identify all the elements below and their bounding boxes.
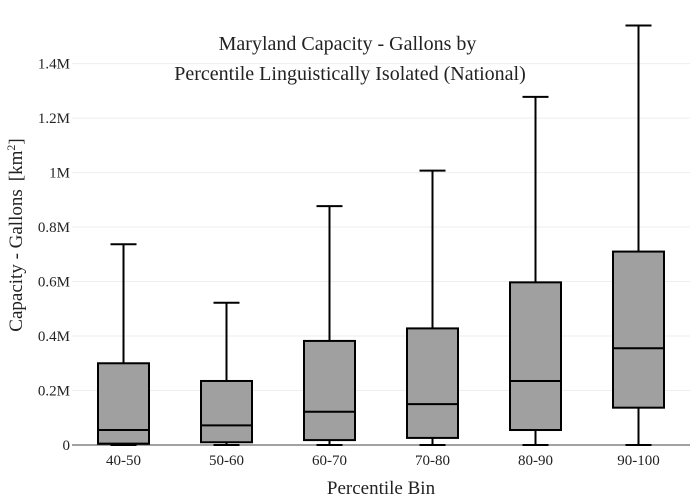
y-tick-label: 1M [49, 166, 70, 182]
y-tick-label: 0.6M [38, 275, 70, 291]
chart-title: Maryland Capacity - Gallons by Percentil… [174, 33, 526, 85]
x-tick-label: 90-100 [617, 453, 660, 469]
y-tick-label: 0.4M [38, 329, 70, 345]
y-tick-label: 0 [63, 438, 71, 454]
x-axis-ticks: 40-50 50-60 60-70 70-80 80-90 90-100 [106, 453, 660, 469]
y-tick-label: 0.2M [38, 384, 70, 400]
chart-title-line-1: Maryland Capacity - Gallons by [219, 33, 477, 55]
y-tick-label: 1.2M [38, 111, 70, 127]
y-axis-ticks: 0 0.2M 0.4M 0.6M 0.8M 1M 1.2M 1.4M [38, 57, 70, 454]
y-axis-title-main: Capacity - Gallons [6, 189, 27, 331]
box-50-60 [200, 301, 253, 446]
y-axis-title: Capacity - Gallons [km2] [4, 138, 27, 331]
box-60-70 [303, 205, 356, 446]
x-axis-title: Percentile Bin [327, 478, 436, 499]
boxes [97, 24, 665, 446]
interquartile-box [303, 339, 356, 442]
interquartile-box [200, 379, 253, 444]
y-axis-title-unit-close: ] [6, 138, 27, 144]
x-tick-label: 70-80 [415, 453, 450, 469]
x-tick-label: 50-60 [209, 453, 244, 469]
box-70-80 [406, 169, 459, 446]
x-tick-label: 40-50 [106, 453, 141, 469]
gridlines [72, 63, 690, 392]
x-tick-label: 60-70 [312, 453, 347, 469]
box-40-50 [97, 243, 150, 446]
interquartile-box [509, 281, 562, 432]
y-axis-title-unit-sup: 2 [4, 145, 18, 151]
interquartile-box [612, 250, 665, 409]
y-axis-title-unit: [km [6, 150, 27, 181]
box-90-100 [612, 24, 665, 446]
interquartile-box [406, 327, 459, 439]
box-80-90 [509, 95, 562, 446]
y-tick-label: 1.4M [38, 57, 70, 73]
x-tick-label: 80-90 [518, 453, 553, 469]
chart-title-line-2: Percentile Linguistically Isolated (Nati… [174, 63, 526, 85]
y-tick-label: 0.8M [38, 220, 70, 236]
interquartile-box [97, 362, 150, 445]
